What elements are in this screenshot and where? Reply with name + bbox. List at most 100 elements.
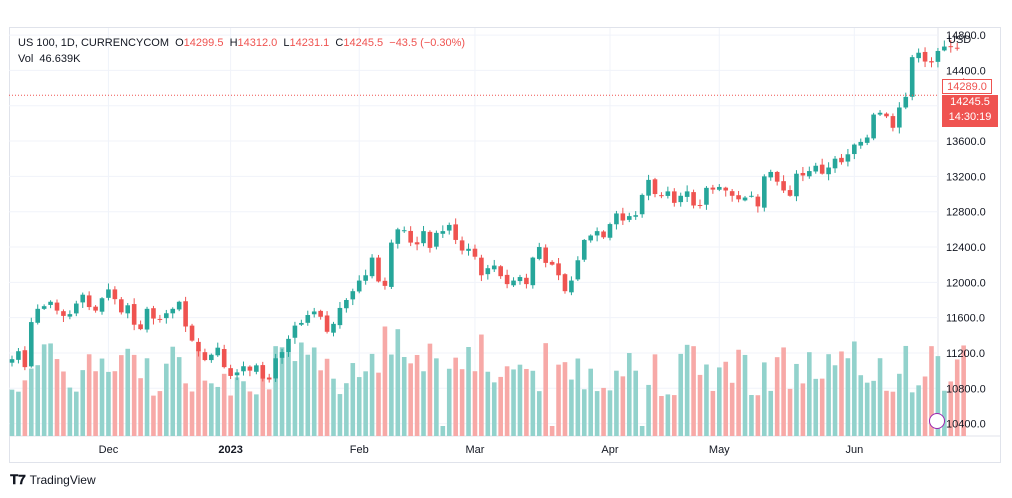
candle-body[interactable] [286, 338, 291, 353]
candle-body[interactable] [485, 268, 491, 275]
candle-body[interactable] [389, 242, 394, 287]
candle-body[interactable] [717, 186, 722, 190]
candle-body[interactable] [498, 266, 503, 277]
candle-body[interactable] [311, 311, 317, 315]
candle-body[interactable] [414, 242, 420, 245]
candle-body[interactable] [35, 308, 41, 323]
candle-body[interactable] [511, 280, 516, 286]
candle-body[interactable] [421, 231, 426, 244]
candle-body[interactable] [774, 171, 780, 182]
candle-body[interactable] [852, 144, 857, 155]
candle-body[interactable] [331, 323, 336, 333]
candle-body[interactable] [704, 187, 709, 205]
candle-body[interactable] [877, 112, 883, 115]
candle-body[interactable] [292, 325, 298, 338]
candle-body[interactable] [665, 191, 671, 196]
candle-body[interactable] [626, 216, 632, 220]
candle-body[interactable] [434, 232, 439, 247]
candle-body[interactable] [916, 52, 921, 59]
candle-body[interactable] [459, 240, 465, 251]
candle-body[interactable] [164, 313, 169, 319]
candle-body[interactable] [697, 205, 703, 207]
candle-body[interactable] [93, 306, 98, 311]
candle-body[interactable] [131, 304, 137, 325]
candle-body[interactable] [241, 366, 246, 372]
candle-body[interactable] [228, 368, 233, 376]
candle-body[interactable] [41, 306, 47, 309]
candle-body[interactable] [884, 113, 889, 117]
candle-body[interactable] [479, 257, 484, 276]
candle-body[interactable] [871, 114, 876, 139]
candle-body[interactable] [254, 365, 259, 372]
candle-body[interactable] [935, 50, 941, 62]
candle-body[interactable] [196, 341, 201, 352]
candle-body[interactable] [382, 280, 388, 286]
candle-body[interactable] [819, 164, 825, 174]
candle-body[interactable] [864, 137, 870, 143]
candle-body[interactable] [671, 191, 677, 203]
candle-body[interactable] [569, 280, 574, 293]
candle-body[interactable] [678, 195, 684, 203]
candle-body[interactable] [839, 157, 844, 163]
candle-body[interactable] [138, 324, 143, 330]
candle-body[interactable] [948, 46, 954, 48]
candle-body[interactable] [16, 351, 21, 360]
candle-body[interactable] [903, 96, 909, 108]
candle-body[interactable] [807, 171, 812, 177]
candle-body[interactable] [581, 239, 587, 260]
candle-body[interactable] [517, 277, 523, 282]
candle-body[interactable] [234, 372, 240, 376]
candle-body[interactable] [755, 196, 761, 207]
candle-body[interactable] [768, 171, 774, 178]
candle-body[interactable] [9, 359, 15, 363]
candle-body[interactable] [61, 311, 66, 316]
candle-body[interactable] [762, 176, 767, 208]
candle-body[interactable] [800, 172, 806, 176]
candle-body[interactable] [832, 158, 838, 169]
candle-body[interactable] [356, 280, 362, 292]
candle-body[interactable] [395, 229, 401, 244]
candle-body[interactable] [427, 231, 433, 248]
candle-body[interactable] [112, 289, 118, 300]
candle-body[interactable] [575, 260, 581, 280]
candle-body[interactable] [189, 325, 195, 341]
candle-body[interactable] [723, 187, 729, 191]
candle-body[interactable] [273, 358, 278, 379]
candle-body[interactable] [639, 194, 645, 215]
candle-body[interactable] [337, 307, 343, 326]
candle-body[interactable] [607, 224, 613, 238]
candle-body[interactable] [614, 213, 619, 225]
candle-body[interactable] [562, 274, 568, 292]
candle-body[interactable] [472, 248, 478, 257]
candle-body[interactable] [305, 315, 311, 323]
candle-body[interactable] [742, 197, 748, 201]
candle-body[interactable] [99, 298, 105, 312]
candle-body[interactable] [209, 354, 214, 361]
candle-body[interactable] [601, 231, 606, 238]
candle-body[interactable] [350, 291, 356, 300]
candle-body[interactable] [652, 179, 658, 195]
candle-body[interactable] [890, 116, 896, 128]
candle-body[interactable] [826, 167, 831, 175]
compare-symbol-button[interactable] [929, 413, 945, 429]
candle-body[interactable] [299, 322, 304, 325]
candle-body[interactable] [710, 187, 716, 190]
candle-body[interactable] [491, 265, 497, 270]
candle-body[interactable] [170, 308, 176, 314]
candle-body[interactable] [929, 61, 934, 63]
candle-body[interactable] [151, 308, 156, 319]
candle-body[interactable] [202, 352, 208, 361]
candle-body[interactable] [858, 141, 864, 146]
candle-body[interactable] [119, 299, 124, 313]
candle-body[interactable] [787, 190, 793, 196]
candle-body[interactable] [954, 47, 960, 49]
candle-body[interactable] [466, 248, 471, 251]
candle-body[interactable] [633, 215, 639, 217]
candle-body[interactable] [260, 365, 266, 379]
candle-body[interactable] [125, 305, 131, 314]
candle-body[interactable] [453, 224, 458, 240]
candle-body[interactable] [74, 303, 79, 314]
candle-body[interactable] [536, 247, 542, 259]
candle-body[interactable] [813, 165, 819, 172]
